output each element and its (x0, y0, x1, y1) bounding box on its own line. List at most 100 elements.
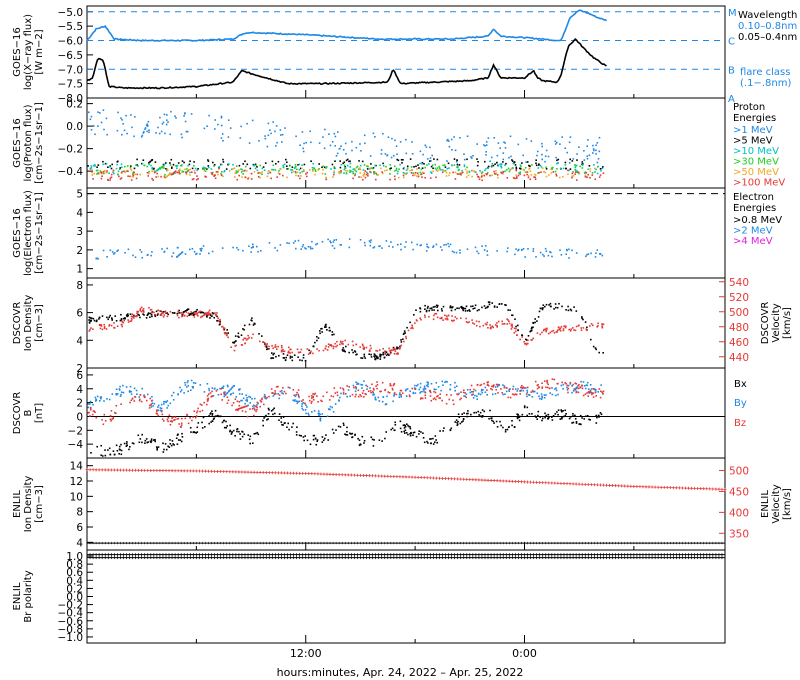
data-point (267, 471, 271, 475)
data-point (495, 172, 498, 174)
data-point (466, 176, 468, 178)
data-point (405, 173, 407, 176)
data-point (308, 399, 311, 402)
data-point (217, 173, 219, 176)
data-point (459, 477, 463, 481)
data-point (555, 156, 557, 159)
data-point (516, 413, 518, 415)
data-point (540, 166, 543, 168)
data-point (189, 313, 191, 315)
data-point (97, 468, 101, 472)
data-point (146, 124, 149, 127)
data-point (419, 244, 421, 247)
data-point (498, 384, 500, 386)
data-point (309, 169, 311, 171)
data-point (241, 399, 243, 402)
data-point (569, 308, 572, 311)
data-point (111, 393, 114, 395)
data-point (223, 395, 225, 398)
data-point (567, 305, 569, 308)
data-point (543, 396, 546, 399)
data-point (286, 426, 288, 428)
data-point (564, 414, 567, 417)
data-point (288, 346, 290, 349)
data-point (342, 162, 344, 165)
data-point (577, 325, 580, 327)
data-point (464, 307, 467, 310)
data-point (148, 307, 150, 309)
data-point (420, 318, 422, 321)
data-point (151, 166, 154, 169)
data-point (595, 483, 599, 487)
y-tick-label: −0.6 (58, 616, 84, 628)
data-point (104, 454, 107, 457)
data-point (301, 471, 305, 475)
data-point (399, 420, 402, 423)
data-point (554, 303, 557, 305)
data-point (394, 170, 396, 172)
data-point (352, 351, 354, 354)
data-point (218, 167, 220, 169)
data-point (492, 420, 495, 423)
data-point (574, 164, 576, 166)
data-point (578, 172, 580, 175)
data-point (264, 343, 266, 345)
data-point (429, 146, 431, 149)
data-point (115, 468, 119, 472)
data-point (455, 251, 458, 254)
data-point (340, 244, 342, 246)
data-point (256, 406, 258, 409)
data-point (312, 393, 314, 395)
data-point (451, 250, 454, 253)
data-point (400, 248, 402, 251)
data-point (454, 386, 456, 389)
data-point (466, 321, 469, 324)
data-point (454, 171, 457, 174)
data-point (551, 378, 554, 380)
data-point (456, 424, 459, 426)
data-point (419, 162, 421, 165)
data-point (332, 176, 334, 178)
data-point (464, 168, 467, 171)
data-point (526, 173, 528, 176)
data-point (271, 168, 273, 171)
data-point (242, 163, 244, 165)
data-point (275, 145, 277, 147)
data-point (243, 324, 246, 327)
data-point (267, 348, 269, 350)
data-point (415, 165, 417, 168)
data-point (156, 447, 158, 450)
data-point (601, 254, 604, 257)
data-point (494, 173, 497, 175)
data-point (421, 397, 424, 400)
data-point (527, 394, 530, 396)
data-point (534, 415, 536, 417)
data-point (162, 121, 165, 124)
data-point (482, 415, 484, 417)
data-point (602, 323, 605, 326)
data-point (400, 389, 403, 392)
data-point (171, 167, 173, 169)
data-point (97, 258, 99, 260)
data-point (328, 329, 331, 332)
data-point (286, 168, 288, 170)
data-point (444, 170, 447, 172)
data-point (494, 386, 497, 388)
data-point (434, 398, 437, 401)
data-point (110, 420, 112, 422)
series-line (86, 9, 608, 42)
data-point (351, 340, 354, 343)
data-point (459, 172, 462, 175)
data-point (354, 350, 356, 352)
data-point (542, 417, 544, 420)
data-point (278, 397, 280, 400)
data-point (419, 392, 421, 394)
data-point (581, 387, 584, 390)
data-point (419, 317, 421, 320)
data-point (206, 403, 208, 406)
data-point (223, 328, 225, 331)
data-point (300, 175, 302, 177)
data-point (449, 243, 452, 246)
data-point (342, 343, 344, 345)
data-point (229, 424, 231, 427)
